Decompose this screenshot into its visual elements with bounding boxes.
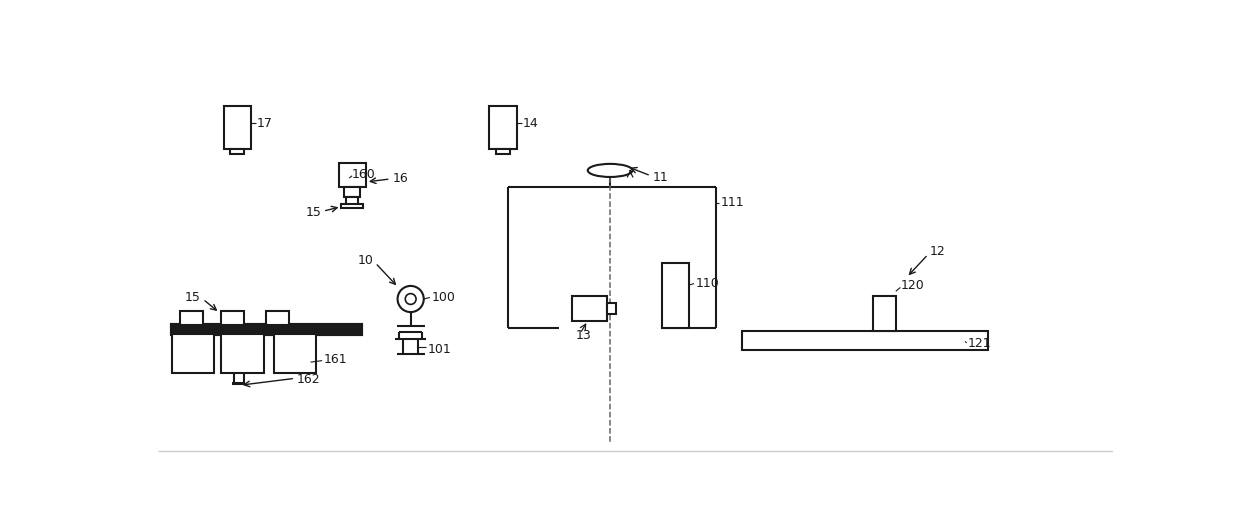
Text: 110: 110: [696, 277, 719, 290]
Text: 10: 10: [358, 254, 373, 267]
Text: 120: 120: [901, 278, 925, 292]
Text: 13: 13: [575, 329, 591, 343]
Bar: [341, 204, 363, 208]
Text: 160: 160: [352, 168, 376, 181]
Text: 101: 101: [428, 343, 451, 356]
Bar: [223, 106, 252, 149]
Text: 11: 11: [652, 171, 668, 184]
Bar: [608, 303, 616, 314]
Bar: [346, 197, 358, 206]
Bar: [221, 334, 264, 373]
Text: 100: 100: [432, 291, 455, 304]
Text: 12: 12: [930, 245, 945, 258]
Text: 14: 14: [523, 117, 539, 130]
Bar: [231, 149, 244, 154]
Bar: [172, 325, 361, 334]
Text: 17: 17: [257, 117, 273, 130]
Bar: [172, 334, 215, 373]
Bar: [496, 149, 510, 154]
Text: 161: 161: [324, 353, 347, 365]
Bar: [274, 334, 316, 373]
Text: 162: 162: [296, 374, 320, 386]
Bar: [221, 312, 244, 325]
Bar: [265, 312, 289, 325]
Bar: [345, 187, 360, 197]
Text: 121: 121: [968, 337, 992, 350]
Bar: [490, 106, 517, 149]
Circle shape: [405, 294, 417, 304]
Bar: [180, 312, 203, 325]
Bar: [742, 330, 988, 350]
Text: 15: 15: [185, 291, 201, 304]
Ellipse shape: [588, 164, 632, 177]
Text: 16: 16: [393, 173, 409, 185]
Circle shape: [398, 286, 424, 312]
Text: 111: 111: [720, 196, 744, 209]
Bar: [662, 263, 688, 328]
Text: 15: 15: [305, 206, 321, 219]
Bar: [339, 163, 366, 187]
Bar: [573, 296, 608, 321]
Bar: [873, 296, 895, 330]
